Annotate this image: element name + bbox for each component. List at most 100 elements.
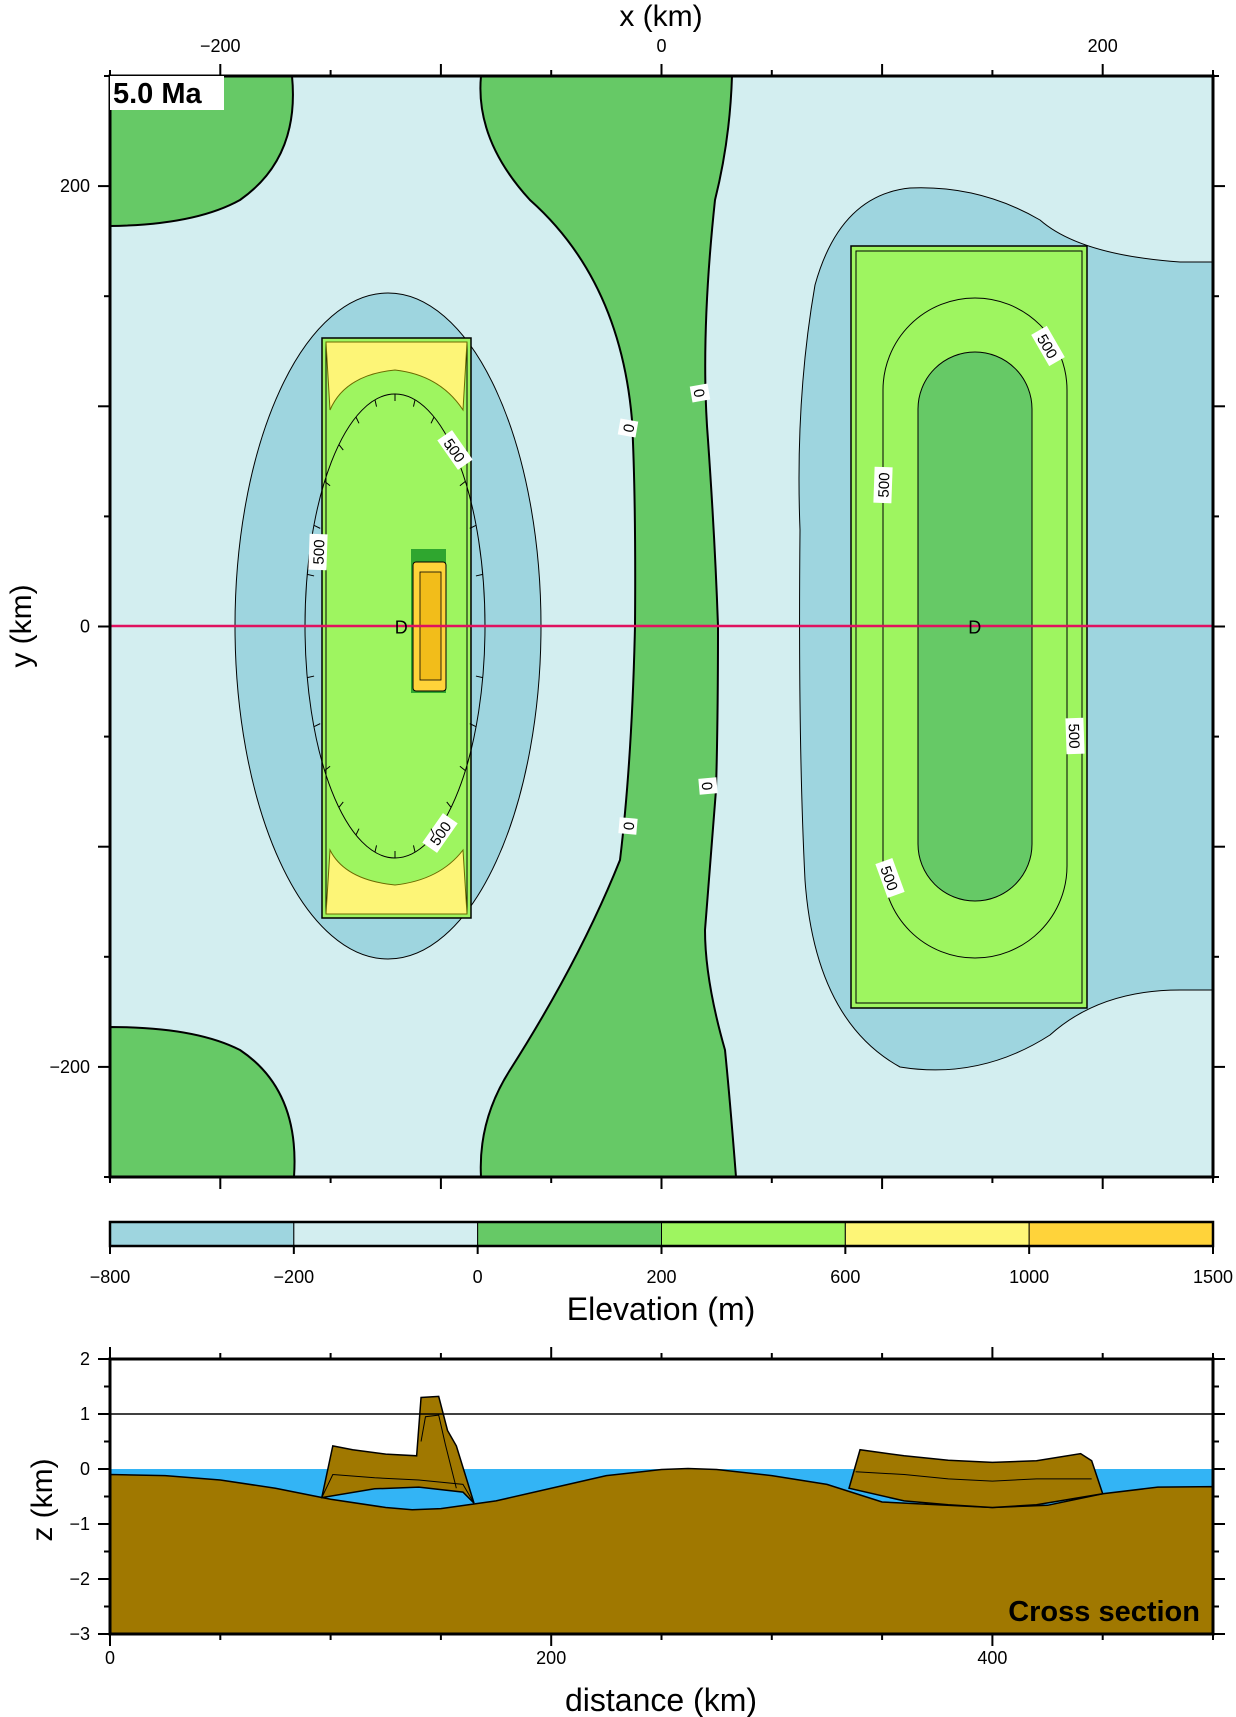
contour-hachure: [412, 399, 416, 407]
contour-hachure: [307, 573, 315, 577]
cross-section-x-tick-label: 400: [977, 1648, 1007, 1668]
contour-right-500-outer: [882, 297, 1068, 959]
contour-label-text: 0: [620, 423, 638, 434]
contour-hachure: [430, 416, 435, 424]
map-y-tick-label: −200: [49, 1057, 90, 1077]
marker-label: D: [395, 618, 408, 638]
colorbar-cell: [477, 1221, 662, 1247]
contour-hachure: [459, 480, 466, 487]
contour-label-box: [1031, 325, 1065, 367]
cross-section-y-tick-label: 1: [80, 1404, 90, 1424]
cross-section-block: [848, 1448, 1104, 1509]
contour-hachure: [475, 675, 483, 679]
contour-label-text: 0: [621, 821, 639, 831]
contour-hachure: [446, 444, 452, 451]
contour-hachure: [469, 723, 477, 728]
contour-label-box: [437, 430, 473, 470]
map-ticks: −200 0 200 −200 0 200: [49, 36, 1225, 1189]
contour-label-text: 500: [876, 472, 894, 498]
cross-section-layer-line: [321, 1473, 475, 1504]
colorbar-cell: [1028, 1221, 1214, 1247]
contour-hachure: [446, 801, 452, 808]
contour-label-box: [1065, 717, 1085, 755]
cross-section-layer-line: [855, 1471, 1092, 1482]
colorbar-cell: [661, 1221, 846, 1247]
map-y-axis-title: y (km): [5, 584, 38, 667]
cross-section-label: Cross section: [1008, 1596, 1200, 1628]
cross-section-y-tick-label: −1: [69, 1514, 90, 1534]
time-label-box: [110, 76, 224, 110]
contour-label: 500: [308, 533, 329, 571]
cross-section-y-tick-label: 2: [80, 1349, 90, 1369]
colorbar-tick-label: 200: [646, 1267, 676, 1287]
colorbar-tick-label: 1500: [1193, 1267, 1233, 1287]
contour-hachure: [324, 765, 331, 772]
cross-section-ticks: 0 200 400 2 1 0 −1 −2 −3: [69, 1347, 1225, 1668]
cross-section-y-axis-title: z (km): [26, 1458, 59, 1541]
block-left-high-bottom: [325, 848, 468, 915]
map-x-tick-label: −200: [200, 36, 241, 56]
cross-section-y-tick-label: 0: [80, 1459, 90, 1479]
contour-label-text: 0: [698, 781, 716, 791]
contour-hachure: [430, 828, 435, 836]
colorbar-cell: [844, 1221, 1030, 1247]
cross-section-basement: [110, 1467, 1213, 1634]
contour-hachures: [305, 394, 485, 858]
cross-section-y-tick-label: −3: [69, 1624, 90, 1644]
contour-hachure: [355, 828, 360, 836]
map-x-tick-label: 200: [1088, 36, 1118, 56]
contour-label-box: [689, 383, 711, 403]
time-label: 5.0 Ma: [113, 78, 203, 110]
contour-label: 0: [618, 817, 638, 835]
contour-label: 0: [617, 418, 639, 438]
cross-section-x-tick-label: 0: [105, 1648, 115, 1668]
contour-label: 500: [873, 466, 894, 504]
contour-hachure: [307, 675, 315, 679]
colorbar-tick-label: 1000: [1009, 1267, 1049, 1287]
contour-label-text: 500: [311, 539, 329, 565]
colorbar-tick-label: −800: [90, 1267, 131, 1287]
marker-label: D: [968, 618, 981, 638]
contour-label-box: [873, 466, 893, 504]
contour-label: 0: [698, 777, 718, 795]
contour-label-text: 0: [689, 388, 707, 399]
cross-section-y-tick-label: −2: [69, 1569, 90, 1589]
land-top-left: [110, 76, 294, 228]
map-x-axis-title: x (km): [619, 0, 702, 33]
contour-label: 0: [689, 383, 711, 403]
block-left-high-top: [325, 341, 468, 412]
contour-label-text: 500: [1065, 723, 1083, 749]
contour-hachure: [355, 416, 360, 424]
cross-section-x-axis-title: distance (km): [565, 1682, 757, 1717]
contour-label-box: [875, 858, 905, 898]
map-y-tick-label: 200: [60, 176, 90, 196]
cross-section-x-tick-label: 200: [536, 1648, 566, 1668]
contour-hachure: [313, 723, 321, 728]
contour-hachure: [338, 444, 344, 451]
contour-hachure: [374, 845, 378, 853]
contour-label-box: [617, 418, 639, 438]
cross-section-panel: 0 200 400 2 1 0 −1 −2 −3 Cross section distance …: [26, 1347, 1225, 1717]
colorbar-cell: [109, 1221, 295, 1247]
contour-label-box: [698, 777, 718, 795]
contour-label-box: [618, 817, 638, 835]
land-bottom-left: [110, 1025, 296, 1177]
colorbar-tick-label: 0: [473, 1267, 483, 1287]
contour-hachure: [412, 845, 416, 853]
contour-hachure: [469, 524, 477, 529]
contour-hachure: [313, 524, 321, 529]
contour-hachure: [338, 801, 344, 808]
colorbar-title: Elevation (m): [567, 1291, 756, 1327]
colorbar-tick-label: −200: [274, 1267, 315, 1287]
cross-section-layer-line: [420, 1414, 457, 1489]
contour-label-box: [422, 813, 458, 853]
colorbar-tick-label: 600: [830, 1267, 860, 1287]
contour-hachure: [374, 399, 378, 407]
contour-hachure: [459, 765, 466, 772]
colorbar-cell: [293, 1221, 479, 1247]
contour-label: 500: [1065, 717, 1085, 755]
contour-hachure: [324, 480, 331, 487]
